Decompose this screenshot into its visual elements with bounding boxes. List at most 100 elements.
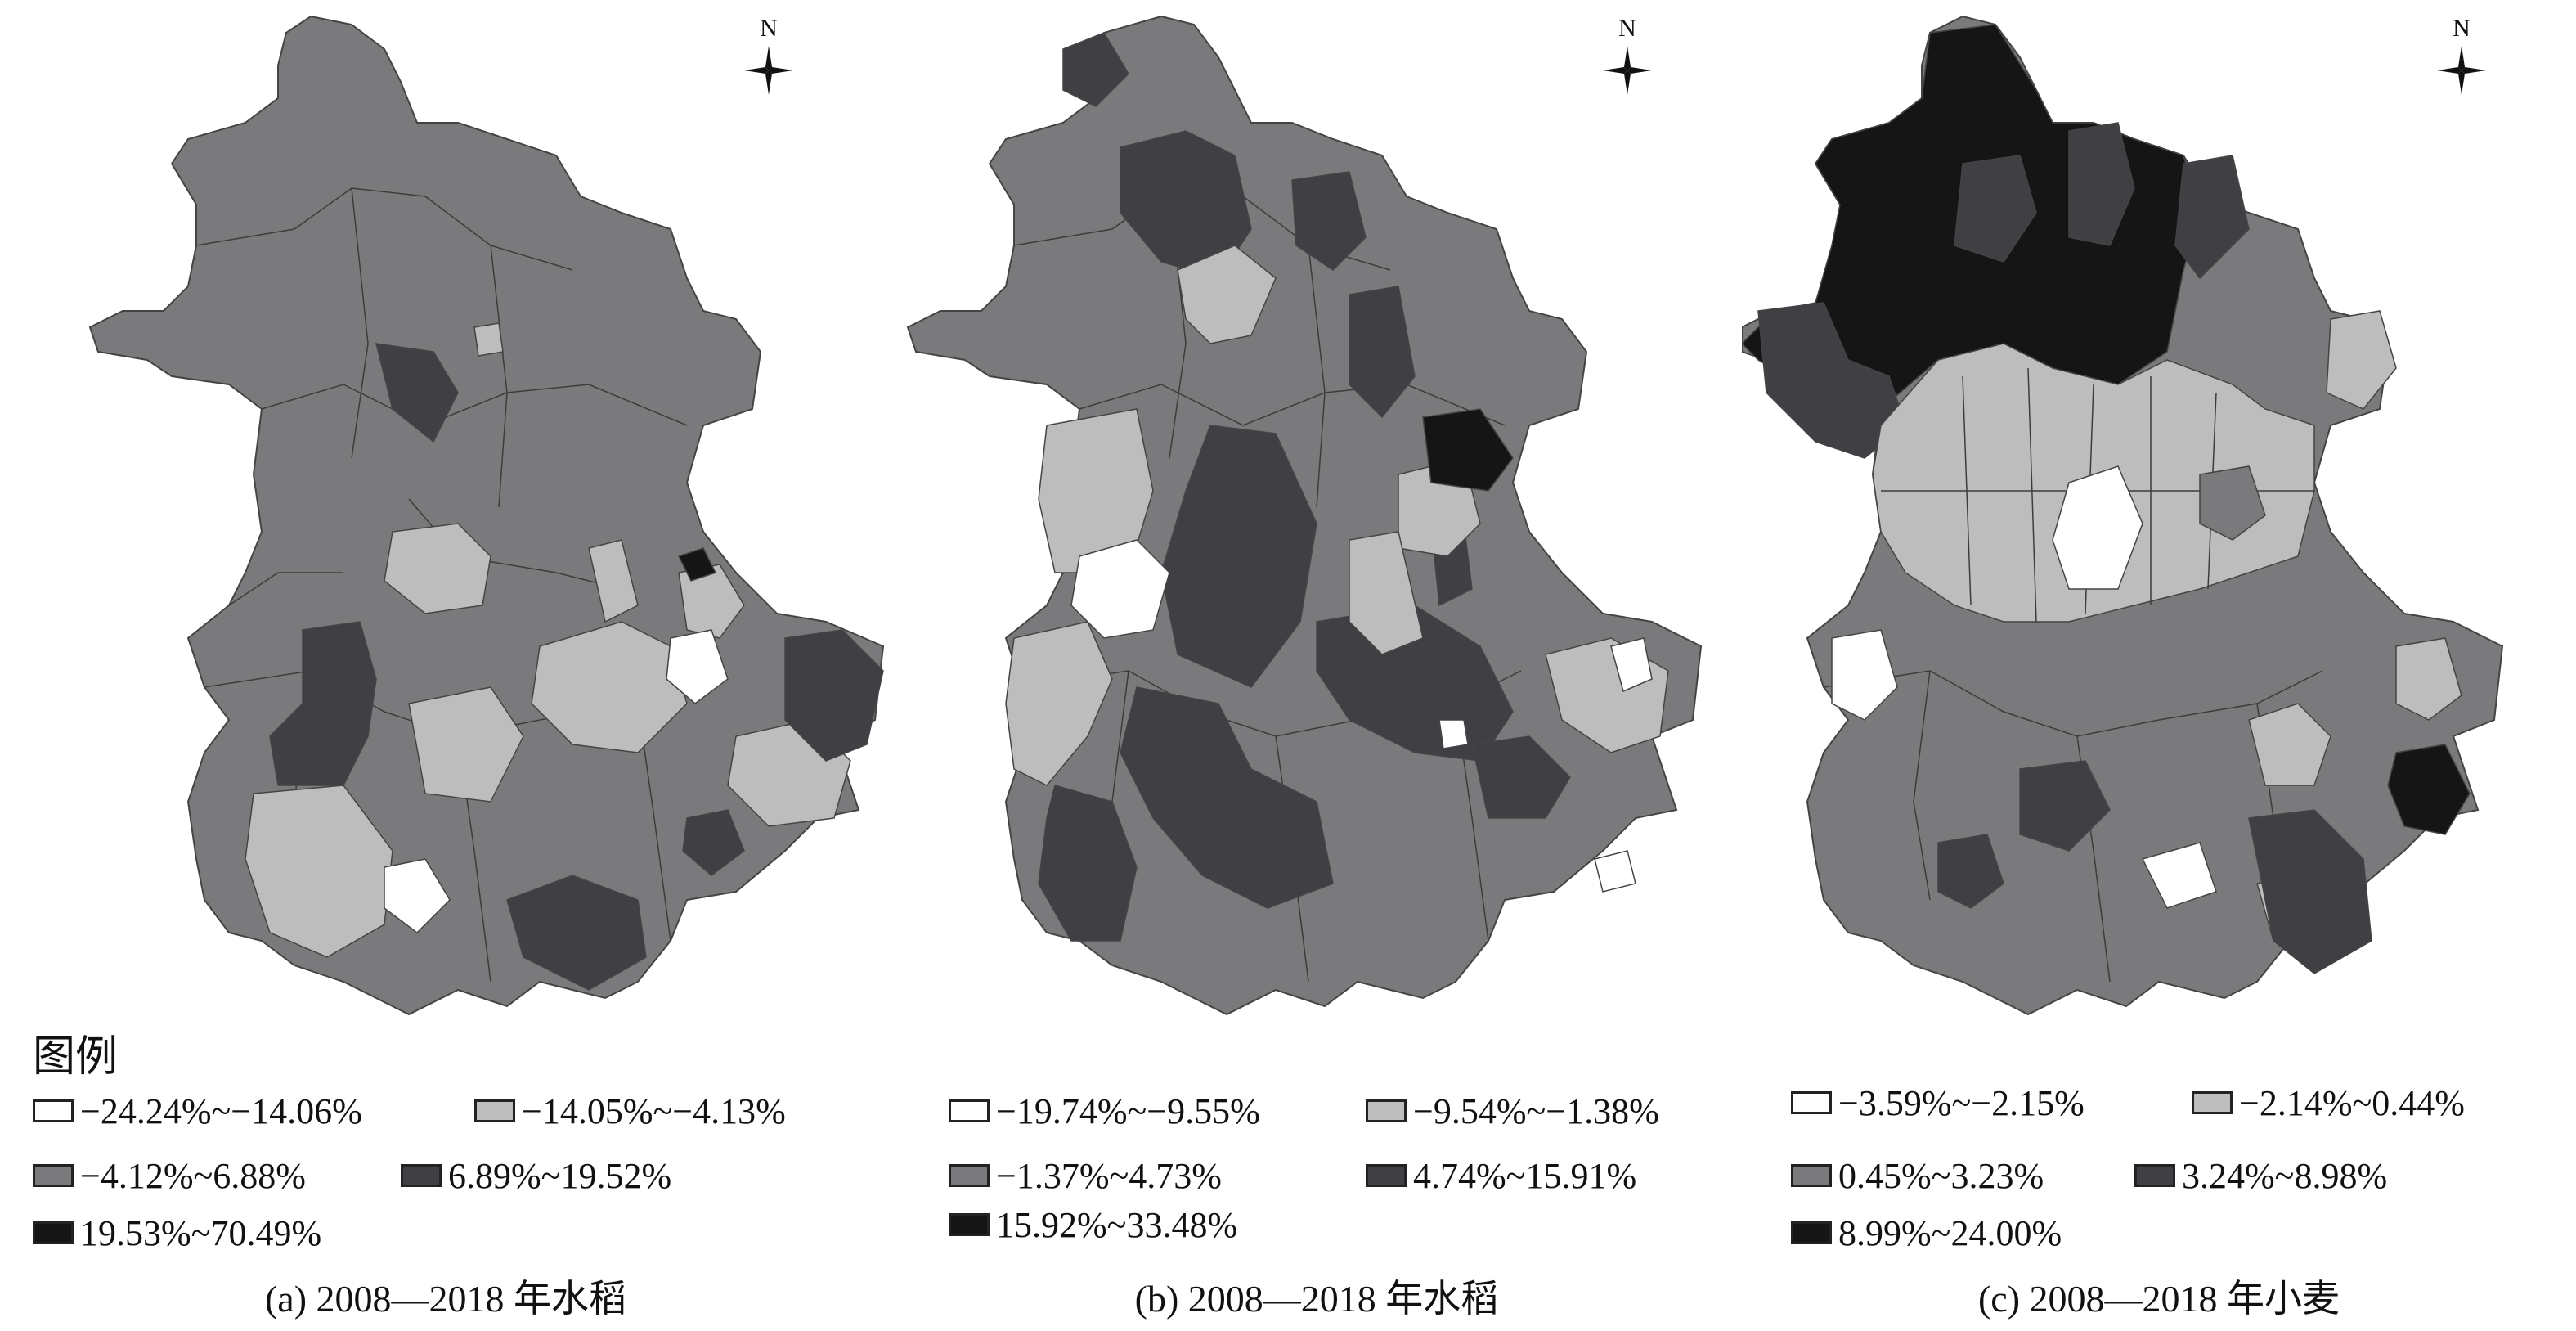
- legend-item: −14.05%~−4.13%: [474, 1090, 786, 1131]
- legend-label: −2.14%~0.44%: [2239, 1082, 2465, 1123]
- region-darkgray-3: [784, 629, 884, 762]
- region-white-3: [2141, 842, 2217, 909]
- legend-swatch: [474, 1099, 515, 1122]
- legend-label: 0.45%~3.23%: [1838, 1155, 2044, 1196]
- panel-caption: (b) 2008—2018 年水稻: [1134, 1278, 1499, 1320]
- region-light-4: [1349, 531, 1424, 655]
- region-darkgray-5: [682, 809, 745, 876]
- region-white-2: [666, 629, 729, 704]
- legend-item: 19.53%~70.49%: [33, 1212, 321, 1253]
- region-white-2: [1831, 629, 1898, 721]
- legend-label: −4.12%~6.88%: [80, 1155, 306, 1196]
- region-light-6: [588, 539, 639, 623]
- region-light-south-2: [2395, 637, 2462, 721]
- region-darkgray-4: [1349, 286, 1416, 419]
- legend-swatch: [1366, 1164, 1407, 1187]
- region-darkgray-north-1: [1954, 155, 2037, 263]
- legend-label: −3.59%~−2.15%: [1838, 1082, 2085, 1123]
- compass-rose-a: N: [736, 15, 801, 105]
- legend-label: 8.99%~24.00%: [1838, 1212, 2062, 1253]
- legend-label: 6.89%~19.52%: [448, 1155, 672, 1196]
- legend-swatch: [1366, 1099, 1407, 1122]
- province-outline: [88, 15, 885, 1016]
- legend-label: 3.24%~8.98%: [2182, 1155, 2388, 1196]
- legend-swatch: [949, 1213, 990, 1236]
- legend-item: 4.74%~15.91%: [1366, 1155, 1636, 1196]
- region-light-1: [384, 523, 491, 614]
- legend-item: 6.89%~19.52%: [401, 1155, 671, 1196]
- region-white-1: [384, 858, 451, 933]
- legend-swatch: [2192, 1091, 2233, 1114]
- region-darkgray-3: [1291, 171, 1367, 271]
- region-darkgray-1: [269, 621, 377, 786]
- region-darkgray-9: [1471, 735, 1571, 819]
- legend-label: 4.74%~15.91%: [1413, 1155, 1637, 1196]
- region-darkgray-7: [1120, 686, 1334, 909]
- legend-item: −1.37%~4.73%: [949, 1155, 1222, 1196]
- region-white-2: [1610, 637, 1653, 693]
- region-light-7: [473, 322, 504, 357]
- legend-swatch: [949, 1164, 990, 1187]
- legend-swatch: [1791, 1221, 1832, 1244]
- region-light-4: [245, 785, 393, 958]
- legend-label: 19.53%~70.49%: [80, 1212, 322, 1253]
- region-darkgray-4: [506, 875, 647, 991]
- legend-item: −19.74%~−9.55%: [949, 1090, 1260, 1131]
- legend-swatch: [2134, 1164, 2175, 1187]
- region-darkgray-1: [1062, 32, 1129, 107]
- legend-swatch: [33, 1164, 74, 1187]
- map-panel-c: N −3.59%~−2.15% −2.14%~0.44% 0.45%~3.23%…: [1742, 0, 2576, 1331]
- region-light-2: [531, 621, 688, 753]
- legend-item: −9.54%~−1.38%: [1366, 1090, 1659, 1131]
- panel-caption: (a) 2008—2018 年水稻: [264, 1278, 627, 1320]
- region-light-1: [1177, 245, 1277, 344]
- legend-swatch: [949, 1099, 990, 1122]
- region-black-east: [2387, 744, 2471, 835]
- compass-star-icon: [744, 46, 793, 95]
- legend-item: 3.24%~8.98%: [2134, 1155, 2387, 1196]
- region-light-south-1: [2248, 703, 2331, 786]
- choropleth-map-c: [1742, 15, 2504, 1016]
- legend-swatch: [1791, 1164, 1832, 1187]
- map-panel-b: N −19.74%~−9.55% −9.54%~−1.38% −1.37%~4.…: [891, 0, 1742, 1331]
- choropleth-map-b: [906, 15, 1703, 1016]
- legend-item: 15.92%~33.48%: [949, 1204, 1237, 1245]
- legend-swatch: [401, 1164, 442, 1187]
- choropleth-map-a: [88, 15, 885, 1016]
- map-panel-a: N 图例 −24.24%~−14.06% −14.05%~−4.13% −4.1…: [0, 0, 891, 1331]
- region-darkgray-5: [1160, 425, 1317, 688]
- region-darkgray-south-2: [1937, 834, 2004, 909]
- region-darkgray-south-3: [2248, 809, 2372, 974]
- legend-label: −24.24%~−14.06%: [80, 1090, 362, 1131]
- region-light-ne: [2326, 310, 2397, 410]
- region-light-5: [1005, 621, 1113, 786]
- compass-north-label: N: [1618, 15, 1636, 42]
- compass-star-icon: [2437, 46, 2486, 95]
- region-darkgray-2: [375, 343, 459, 443]
- legend-label: −14.05%~−4.13%: [522, 1090, 786, 1131]
- compass-rose-c: N: [2429, 15, 2494, 105]
- legend-item: −4.12%~6.88%: [33, 1155, 306, 1196]
- region-gray-mid: [2199, 465, 2266, 541]
- legend-swatch: [1791, 1091, 1832, 1114]
- legend-label: 15.92%~33.48%: [996, 1204, 1238, 1245]
- compass-rose-b: N: [1595, 15, 1660, 105]
- region-light-3: [408, 686, 524, 803]
- legend-item: −2.14%~0.44%: [2192, 1082, 2465, 1123]
- legend-title: 图例: [33, 1032, 119, 1081]
- region-white-1: [1070, 539, 1170, 639]
- compass-north-label: N: [760, 15, 778, 42]
- legend-label: −19.74%~−9.55%: [996, 1090, 1260, 1131]
- legend-label: −1.37%~4.73%: [996, 1155, 1222, 1196]
- region-white-4: [1594, 850, 1636, 893]
- region-darkgray-north-2: [2068, 122, 2135, 246]
- region-black-1: [677, 547, 717, 582]
- compass-star-icon: [1603, 46, 1652, 95]
- legend-item: −24.24%~−14.06%: [33, 1090, 362, 1131]
- region-darkgray-north-3: [2174, 155, 2250, 280]
- region-darkgray-8: [1038, 785, 1138, 942]
- legend-item: −3.59%~−2.15%: [1791, 1082, 2085, 1123]
- legend-item: 0.45%~3.23%: [1791, 1155, 2044, 1196]
- region-white-3: [1438, 719, 1469, 749]
- legend-swatch: [33, 1099, 74, 1122]
